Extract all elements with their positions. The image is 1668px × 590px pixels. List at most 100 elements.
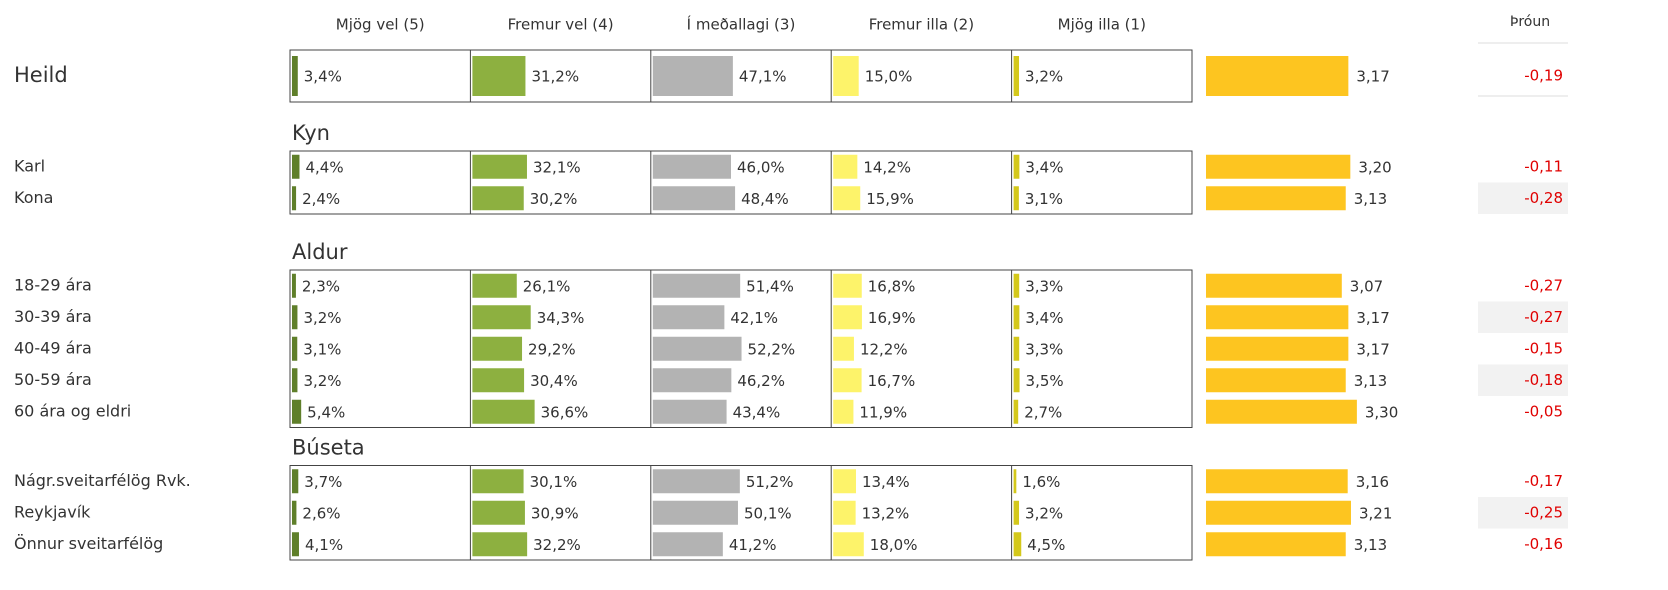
value-label: 3,4%: [304, 68, 342, 86]
value-label: 4,1%: [305, 536, 343, 554]
bar: [472, 368, 525, 393]
mean-bar: [1206, 532, 1346, 557]
row-stripe: [1478, 301, 1568, 333]
mean-bar: [1206, 186, 1346, 211]
bar: [1013, 305, 1020, 330]
bar: [292, 273, 296, 298]
mean-label: 3,13: [1354, 536, 1387, 554]
bar: [292, 500, 297, 525]
group-title: Búseta: [292, 436, 365, 460]
value-label: 3,3%: [1025, 340, 1063, 358]
group-box: [289, 150, 1193, 215]
mean-label: 3,17: [1356, 340, 1389, 358]
mean-label: 3,30: [1365, 403, 1398, 421]
value-label: 13,2%: [862, 504, 910, 522]
row-label: Nágr.sveitarfélög Rvk.: [14, 471, 191, 490]
bar: [292, 336, 298, 361]
value-label: 32,1%: [533, 158, 581, 176]
group-box: [289, 269, 1193, 428]
value-label: 51,2%: [746, 473, 794, 491]
value-label: 5,4%: [307, 403, 345, 421]
bar: [833, 532, 864, 557]
mean-bar: [1206, 305, 1349, 330]
mean-bar: [1206, 273, 1342, 298]
value-label: 3,5%: [1026, 372, 1064, 390]
value-label: 3,1%: [1025, 190, 1063, 208]
bar: [472, 532, 528, 557]
bar: [1013, 273, 1020, 298]
row-label: 18-29 ára: [14, 275, 92, 294]
column-header: Mjög illa (1): [1058, 16, 1146, 34]
mean-label: 3,07: [1350, 277, 1383, 295]
mean-label: 3,13: [1354, 190, 1387, 208]
value-label: 16,8%: [868, 277, 916, 295]
value-label: 30,2%: [530, 190, 578, 208]
bar: [652, 500, 738, 525]
bar: [472, 186, 524, 211]
row-label: 30-39 ára: [14, 307, 92, 326]
value-label: 31,2%: [531, 68, 579, 86]
bar: [292, 56, 298, 96]
group-title: Kyn: [292, 121, 330, 145]
value-label: 47,1%: [739, 68, 787, 86]
trend-label: -0,18: [1524, 371, 1563, 389]
mean-bar: [1206, 399, 1357, 424]
bar: [652, 336, 742, 361]
group-box: [289, 49, 1193, 103]
mean-label: 3,13: [1354, 372, 1387, 390]
value-label: 30,4%: [530, 372, 578, 390]
value-label: 26,1%: [523, 277, 571, 295]
value-label: 12,2%: [860, 340, 908, 358]
bar: [292, 368, 298, 393]
bar: [833, 56, 859, 96]
bar: [833, 273, 862, 298]
bar: [1013, 532, 1022, 557]
bar: [652, 469, 740, 494]
mean-label: 3,16: [1356, 473, 1389, 491]
value-label: 36,6%: [541, 403, 589, 421]
mean-label: 3,21: [1359, 504, 1392, 522]
bar: [472, 56, 526, 96]
value-label: 3,2%: [303, 309, 341, 327]
value-label: 52,2%: [748, 340, 796, 358]
trend-label: -0,27: [1524, 308, 1563, 326]
row-label: 40-49 ára: [14, 338, 92, 357]
bar: [833, 305, 862, 330]
value-label: 41,2%: [729, 536, 777, 554]
value-label: 48,4%: [741, 190, 789, 208]
mean-label: 3,17: [1356, 309, 1389, 327]
mean-bar: [1206, 368, 1346, 393]
value-label: 14,2%: [863, 158, 911, 176]
bar: [1013, 154, 1020, 179]
row-label: Kona: [14, 188, 53, 207]
row-stripe: [1478, 364, 1568, 396]
value-label: 46,2%: [737, 372, 785, 390]
trend-label: -0,27: [1524, 276, 1563, 294]
value-label: 3,4%: [1025, 158, 1063, 176]
bar: [472, 500, 525, 525]
trend-label: -0,25: [1524, 503, 1563, 521]
mean-bar: [1206, 469, 1348, 494]
value-label: 51,4%: [746, 277, 794, 295]
value-label: 16,9%: [868, 309, 916, 327]
value-label: 46,0%: [737, 158, 785, 176]
value-label: 2,4%: [302, 190, 340, 208]
value-label: 30,1%: [530, 473, 578, 491]
bar: [1013, 186, 1019, 211]
bar: [652, 56, 733, 96]
column-header: Mjög vel (5): [336, 16, 425, 34]
bar: [292, 154, 300, 179]
bar: [472, 336, 523, 361]
bar: [472, 154, 527, 179]
bar: [833, 186, 861, 211]
bar: [652, 305, 725, 330]
value-label: 15,0%: [865, 68, 913, 86]
bar: [1013, 399, 1019, 424]
bar: [1013, 368, 1020, 393]
bar: [652, 399, 727, 424]
bar: [292, 305, 298, 330]
bar: [1013, 56, 1020, 96]
bar: [833, 500, 856, 525]
trend-label: -0,28: [1524, 189, 1563, 207]
